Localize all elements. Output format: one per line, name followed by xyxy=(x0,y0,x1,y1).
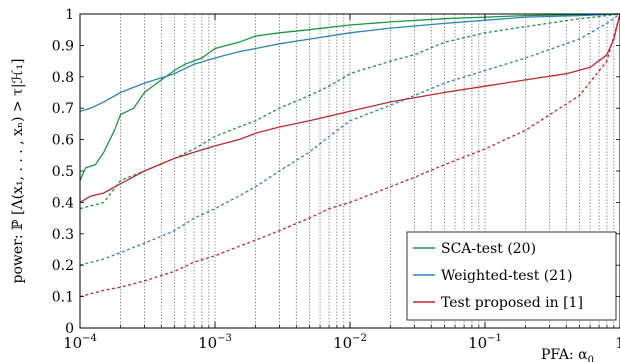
y-axis-label: power: ℙ [Λ(x₁, . . . , xₙ) > τ|ℋ₁] xyxy=(10,59,26,284)
series-line-2 xyxy=(79,13,620,112)
vertical-gridlines xyxy=(120,14,615,328)
legend-label: Test proposed in [1] xyxy=(441,295,583,311)
legend-label: SCA-test (20) xyxy=(441,241,536,257)
series-lines xyxy=(79,13,620,298)
y-tick-label: 0.4 xyxy=(52,195,74,211)
x-tick-label: 1 xyxy=(615,334,620,352)
y-axis-ticks: 0 0.1 0.2 0.3 0.4 0.5 0.6 0.7 0.8 0.9 1 xyxy=(52,7,620,337)
y-tick-label: 0.5 xyxy=(52,164,74,180)
x-tick-label: 10−4 xyxy=(63,333,97,352)
x-axis-label: PFA: α0 xyxy=(541,347,594,362)
x-tick-label: 10−2 xyxy=(333,333,367,352)
series-line-4 xyxy=(79,13,620,203)
y-tick-label: 0 xyxy=(65,321,74,337)
x-axis-ticks: 10−4 10−3 10−2 10−1 1 xyxy=(63,14,620,352)
y-tick-label: 0.2 xyxy=(52,258,74,274)
series-line-3 xyxy=(79,13,620,266)
y-tick-label: 0.9 xyxy=(52,38,74,54)
x-tick-label: 10−1 xyxy=(468,333,502,352)
y-tick-label: 0.6 xyxy=(52,133,74,149)
y-tick-label: 0.7 xyxy=(52,101,74,117)
y-tick-label: 0.8 xyxy=(52,70,74,86)
y-tick-label: 0.1 xyxy=(52,290,74,306)
x-tick-label: 10−3 xyxy=(198,333,232,352)
series-line-5 xyxy=(79,13,620,298)
legend-label: Weighted-test (21) xyxy=(441,268,573,284)
y-tick-label: 0.3 xyxy=(52,227,74,243)
legend-box xyxy=(406,231,617,321)
y-tick-label: 1 xyxy=(65,7,74,23)
series-line-0 xyxy=(79,13,620,181)
legend: SCA-test (20) Weighted-test (21) Test prop… xyxy=(406,231,617,321)
